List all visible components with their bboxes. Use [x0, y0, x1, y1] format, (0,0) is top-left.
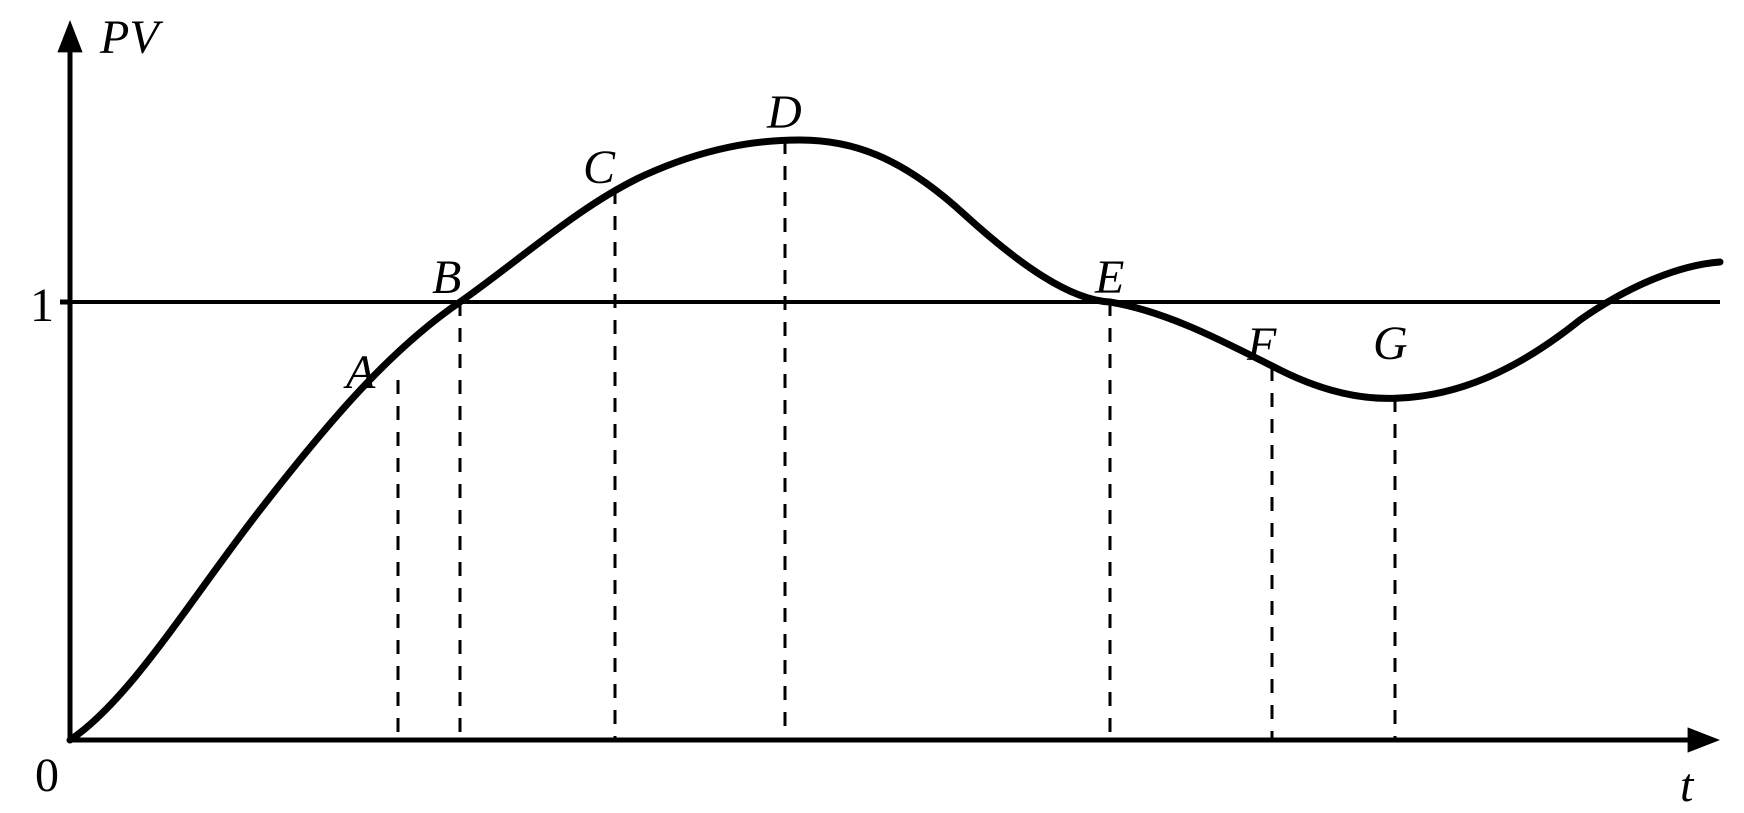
- point-label-f: F: [1247, 317, 1276, 372]
- point-label-e: E: [1095, 250, 1124, 305]
- y-tick-label: 1: [30, 278, 54, 333]
- point-label-b: B: [432, 250, 461, 305]
- point-label-c: C: [583, 140, 615, 195]
- x-axis-label: t: [1680, 758, 1693, 813]
- point-label-d: D: [767, 85, 802, 140]
- point-label-g: G: [1373, 316, 1408, 371]
- response-curve: [70, 140, 1720, 740]
- dashed-guides: [398, 140, 1395, 740]
- y-axis-label: PV: [100, 10, 159, 65]
- diagram-svg: [0, 0, 1744, 808]
- response-curve-diagram: PV t 0 1 ABCDEFG: [0, 0, 1744, 808]
- origin-label: 0: [35, 748, 59, 803]
- point-label-a: A: [346, 345, 375, 400]
